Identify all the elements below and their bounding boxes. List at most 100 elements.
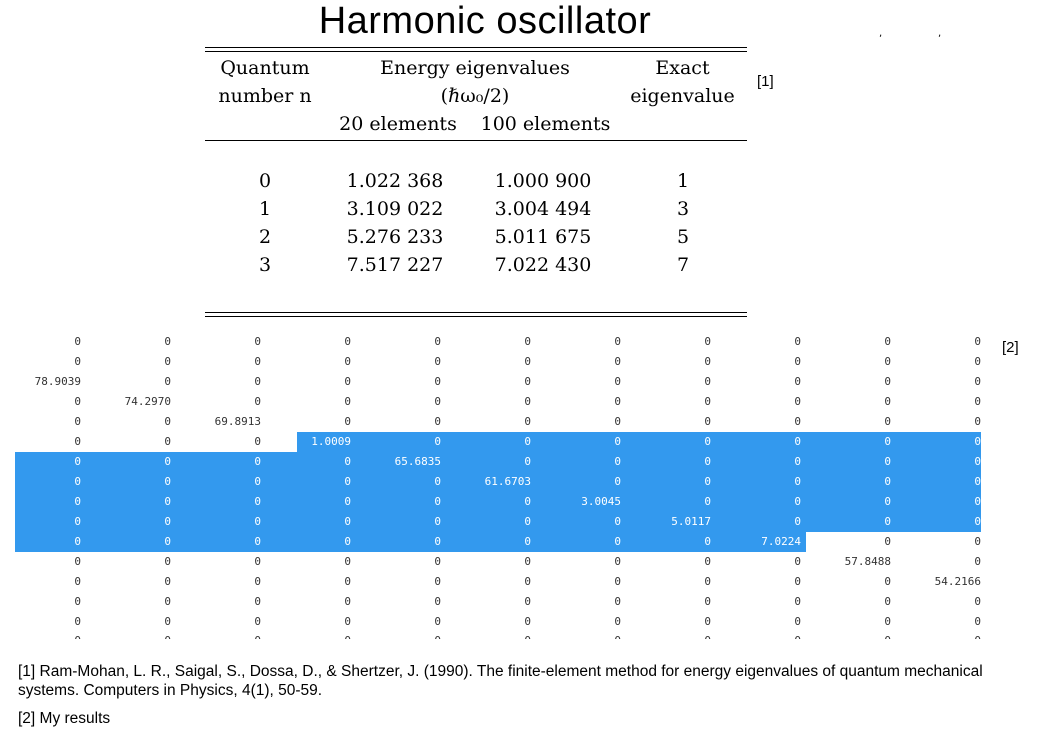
matrix-cell: 0 (884, 395, 891, 408)
matrix-cell: 0 (344, 455, 351, 468)
table-cell: 5.011 675 (494, 226, 592, 248)
matrix-cell: 0 (74, 455, 81, 468)
matrix-cell: 0 (164, 575, 171, 588)
matrix-cell: 0 (974, 475, 981, 488)
matrix-cell: 0 (344, 375, 351, 388)
stray-mark: , (879, 28, 883, 39)
matrix-cell: 0 (164, 375, 171, 388)
matrix-cell: 0 (524, 495, 531, 508)
matrix-cell: 0 (794, 515, 801, 528)
matrix-cell: 0 (254, 515, 261, 528)
matrix-cell: 0 (794, 615, 801, 628)
table-cell: 3.004 494 (494, 198, 592, 220)
matrix-cell: 0 (434, 395, 441, 408)
matrix-cell: 0 (884, 595, 891, 608)
matrix-cell: 0 (891, 631, 981, 639)
matrix-cell: 0 (704, 335, 711, 348)
matrix-cell: 0 (524, 375, 531, 388)
matrix-cell: 0 (974, 595, 981, 608)
matrix-cell: 0 (254, 575, 261, 588)
matrix-cell: 0 (74, 415, 81, 428)
matrix-cell: 0 (704, 415, 711, 428)
matrix-cell: 0 (524, 575, 531, 588)
matrix-cell: 0 (794, 495, 801, 508)
matrix-cell: 0 (524, 555, 531, 568)
matrix-cell: 0 (794, 375, 801, 388)
matrix-cell: 0 (974, 455, 981, 468)
matrix-cell: 0 (254, 595, 261, 608)
matrix-cell: 0 (434, 555, 441, 568)
matrix-cell: 0 (801, 631, 891, 639)
matrix-cell: 0 (74, 575, 81, 588)
matrix-cell: 0 (524, 615, 531, 628)
matrix-cell: 0 (74, 335, 81, 348)
matrix-cell: 0 (884, 355, 891, 368)
matrix-cell: 0 (794, 335, 801, 348)
matrix-cell: 0 (614, 555, 621, 568)
matrix-cell: 0 (794, 395, 801, 408)
table-cell: 3 (676, 198, 690, 220)
matrix-cell: 0 (974, 375, 981, 388)
matrix-cell: 0 (344, 415, 351, 428)
matrix-cell: 5.0117 (671, 515, 711, 528)
matrix-cell: 0 (704, 495, 711, 508)
matrix-cell: 0 (704, 475, 711, 488)
matrix-cell: 0 (524, 395, 531, 408)
matrix-cell: 0 (884, 495, 891, 508)
matrix-cell: 0 (614, 455, 621, 468)
matrix-cell: 0 (344, 595, 351, 608)
header-energy-eigenvalues: Energy eigenvalues (ℏω₀/2) (340, 54, 610, 110)
table-cell: 0 (258, 170, 272, 192)
matrix-cell: 0 (524, 435, 531, 448)
matrix-cell: 0 (614, 535, 621, 548)
header-text: Quantum (220, 57, 310, 79)
header-text: eigenvalue (630, 85, 735, 107)
matrix-cell: 0 (74, 615, 81, 628)
matrix-cell: 0 (794, 435, 801, 448)
table-cell: 3.109 022 (346, 198, 444, 220)
matrix-cell: 0 (524, 595, 531, 608)
matrix-cell: 61.6703 (484, 475, 531, 488)
header-text: Energy eigenvalues (380, 57, 570, 79)
matrix-cell: 0 (254, 475, 261, 488)
table-cell: 3 (258, 254, 272, 276)
matrix-cell: 0 (704, 395, 711, 408)
matrix-cell: 0 (884, 435, 891, 448)
selection-highlight (297, 432, 981, 452)
matrix-cell: 0 (164, 475, 171, 488)
matrix-cell: 0 (74, 475, 81, 488)
matrix-cell: 0 (434, 535, 441, 548)
table-bottom-rule (205, 316, 747, 317)
matrix-cell: 0 (434, 475, 441, 488)
matrix-cell: 0 (441, 631, 531, 639)
matrix-cell: 0 (614, 395, 621, 408)
footnote-1: [1] Ram-Mohan, L. R., Saigal, S., Dossa,… (18, 663, 983, 699)
header-text: Exact (655, 57, 710, 79)
matrix-cell: 0 (344, 555, 351, 568)
matrix-cell: 0 (974, 555, 981, 568)
matrix-cell: 0 (704, 575, 711, 588)
ref-mark-1: [1] (757, 73, 774, 90)
matrix-cell: 0 (884, 615, 891, 628)
matrix-cell: 0 (164, 595, 171, 608)
matrix-cell: 0 (74, 355, 81, 368)
matrix-cell: 0 (344, 495, 351, 508)
table-top-rule (205, 47, 747, 48)
table-cell: 7.022 430 (494, 254, 592, 276)
matrix-cell: 0 (884, 335, 891, 348)
matrix-cell: 0 (74, 395, 81, 408)
matrix-cell: 0 (974, 435, 981, 448)
header-exact-eigenvalue: Exact eigenvalue (625, 54, 740, 110)
stray-mark: , (938, 28, 942, 39)
matrix-cell: 69.8913 (214, 415, 261, 428)
matrix-cell: 0 (524, 415, 531, 428)
table-cell: 7 (676, 254, 690, 276)
matrix-cell: 0 (434, 495, 441, 508)
matrix-cell: 0 (704, 615, 711, 628)
header-20-elements: 20 elements (339, 113, 457, 135)
matrix-cell: 0 (884, 515, 891, 528)
matrix-cell: 0 (344, 515, 351, 528)
matrix-cell: 0 (434, 595, 441, 608)
matrix-cell: 0 (344, 575, 351, 588)
matrix-cell: 0 (0, 631, 81, 639)
